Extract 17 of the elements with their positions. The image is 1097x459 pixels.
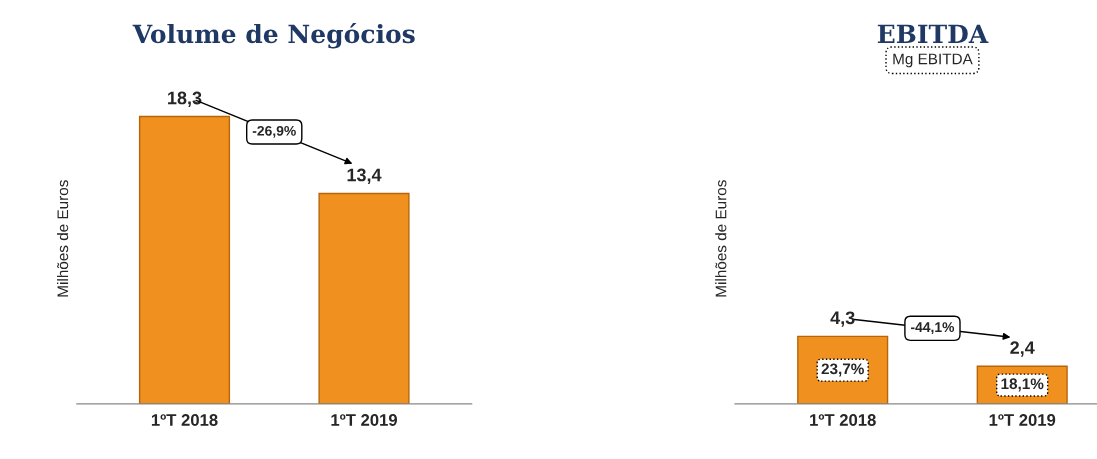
data-label: 4,3 <box>830 311 855 327</box>
text: Mg EBITDA <box>893 53 973 68</box>
chart-title: EBITDA <box>877 24 989 43</box>
text: -44,1% <box>910 322 955 335</box>
y-axis-title: Milhões de Euros <box>715 180 727 297</box>
data-label: 13,4 <box>347 168 382 184</box>
y-axis-title: Milhões de Euros <box>56 180 69 297</box>
annotation: 23,7% <box>821 363 864 377</box>
annotation: -26,9% <box>252 125 296 138</box>
annotation: 18,1% <box>1001 378 1044 392</box>
chart-title: Volume de Negócios <box>132 22 415 49</box>
x-tick-label: 1ºT 2018 <box>151 414 218 426</box>
x-tick-label: 1ºT 2019 <box>331 414 398 426</box>
x-tick-label: 1ºT 2018 <box>810 414 876 426</box>
data-label: 2,4 <box>1010 341 1035 357</box>
x-tick-label: 1ºT 2019 <box>989 414 1056 426</box>
data-label: 18,3 <box>168 91 202 107</box>
